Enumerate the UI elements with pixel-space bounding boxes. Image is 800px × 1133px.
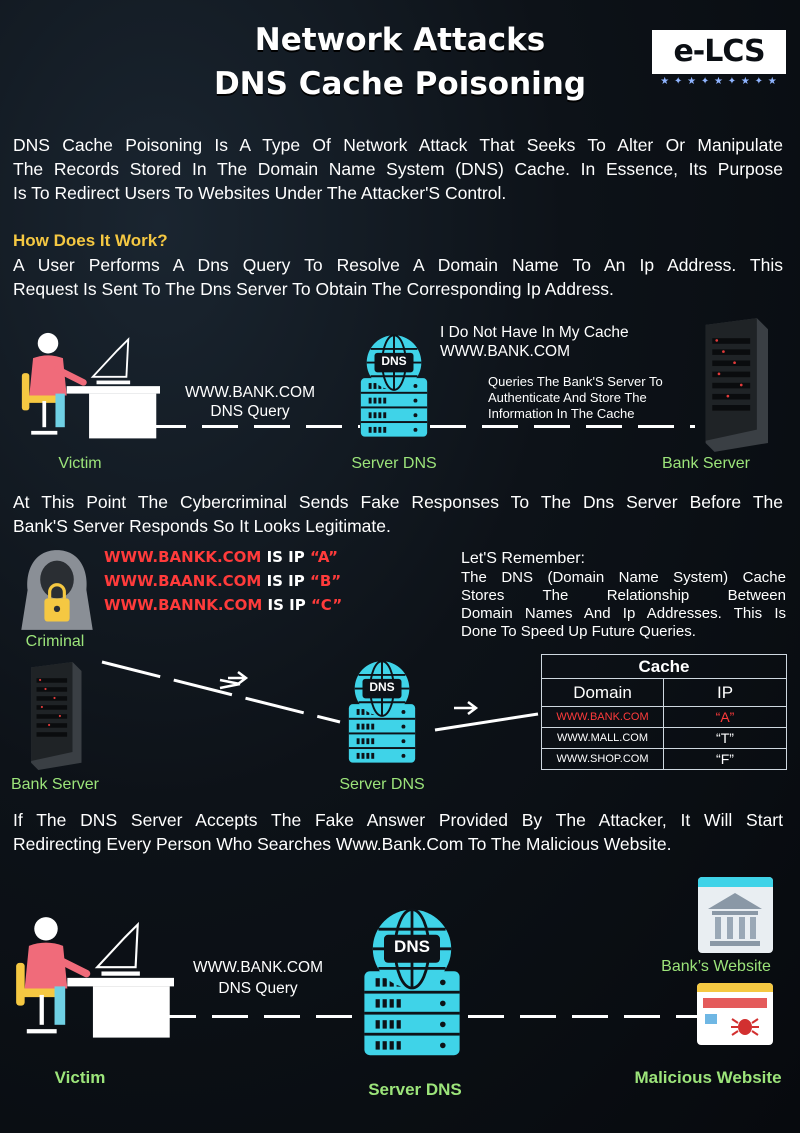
remember-title: Let'S Remember: — [461, 550, 585, 567]
attack-line-1: At This Point The Cybercriminal Sends Fa… — [13, 492, 783, 512]
queries-note-line-3: Information In The Cache — [488, 406, 635, 421]
query-label-type: DNS Query — [218, 980, 298, 997]
cache-cell-ip: “F” — [663, 748, 787, 770]
how-line-2: Request Is Sent To The Dns Server To Obt… — [13, 279, 614, 299]
logo: e-LCS — [652, 30, 786, 74]
attack-flow-lines — [101, 660, 539, 732]
cache-note-line-1: I Do Not Have In My Cache — [440, 324, 629, 341]
dns-server-icon — [343, 656, 421, 766]
connector-line — [430, 425, 695, 428]
bank-website-label: Bank’s Website — [661, 958, 771, 975]
result-line-1: If The DNS Server Accepts The Fake Answe… — [13, 810, 783, 830]
connector-line — [468, 1015, 698, 1018]
cache-table-title: Cache — [541, 654, 787, 679]
intro-line-2: The Records Stored In The Domain Name Sy… — [13, 159, 783, 179]
connector-line — [160, 1015, 360, 1018]
query-label-domain: WWW.BANK.COM — [184, 384, 316, 401]
title-line-1: Network Attacks — [254, 22, 546, 58]
malicious-website-label: Malicious Website — [634, 1068, 782, 1087]
cache-cell-ip: “T” — [663, 727, 787, 749]
victim-icon — [20, 330, 160, 446]
cache-cell-domain: WWW.BANK.COM — [541, 706, 664, 728]
criminal-icon — [15, 548, 99, 632]
fake-response-c: WWW.BANNK.COM IS IP “C” — [104, 596, 343, 614]
remember-line-4: Done To Speed Up Future Queries. — [461, 623, 696, 640]
intro-line-1: DNS Cache Poisoning Is A Type Of Network… — [13, 135, 783, 155]
dns-badge: DNS — [381, 354, 407, 368]
table-row: WWW.SHOP.COM “F” — [541, 748, 787, 770]
connector-line — [150, 425, 360, 428]
malicious-website-icon — [697, 983, 773, 1045]
bank-server-icon — [15, 662, 85, 770]
server-dns-label: Server DNS — [351, 455, 437, 472]
bug-icon — [731, 1018, 759, 1036]
cache-cell-ip: “A” — [663, 706, 787, 728]
cache-col-ip: IP — [663, 678, 787, 707]
cache-table: Cache Domain IP WWW.BANK.COM “A” WWW.MAL… — [541, 654, 787, 770]
dns-server-icon — [355, 330, 433, 440]
server-dns-label: Server DNS — [368, 1080, 462, 1099]
how-line-1: A User Performs A Dns Query To Resolve A… — [13, 255, 783, 275]
query-label-domain: WWW.BANK.COM — [192, 959, 324, 976]
victim-label: Victim — [54, 1068, 106, 1087]
bank-server-label: Bank Server — [10, 776, 100, 793]
how-heading: How Does It Work? — [13, 231, 168, 250]
dns-badge: DNS — [369, 680, 395, 694]
victim-label: Victim — [58, 455, 102, 472]
fake-response-b: WWW.BAANK.COM IS IP “B” — [104, 572, 342, 590]
remember-line-1: The DNS (Domain Name System) Cache — [461, 569, 786, 586]
cache-note-line-2: WWW.BANK.COM — [440, 343, 571, 360]
remember-line-2: Stores The Relationship Between — [461, 587, 786, 604]
criminal-label: Criminal — [25, 633, 85, 650]
remember-line-3: Domain Names And Ip Addresses. This Is — [461, 605, 786, 622]
bank-server-icon — [690, 318, 768, 452]
intro-line-3: Is To Redirect Users To Websites Under T… — [13, 183, 507, 203]
dns-badge: DNS — [394, 937, 430, 956]
cache-cell-domain: WWW.SHOP.COM — [541, 748, 664, 770]
victim-icon — [14, 900, 174, 1060]
table-row: WWW.MALL.COM “T” — [541, 727, 787, 749]
title-line-2: DNS Cache Poisoning — [213, 66, 587, 102]
cache-cell-domain: WWW.MALL.COM — [541, 727, 664, 749]
cache-col-domain: Domain — [541, 678, 664, 707]
queries-note-line-2: Authenticate And Store The — [488, 390, 647, 405]
query-label-type: DNS Query — [210, 403, 290, 420]
bank-server-label: Bank Server — [661, 455, 751, 472]
queries-note-line-1: Queries The Bank'S Server To — [488, 374, 663, 389]
logo-stars-icon: ★ ✦ ★ ✦ ★ ✦ ★ ✦ ★ — [660, 76, 778, 87]
table-row: WWW.BANK.COM “A” — [541, 706, 787, 728]
attack-line-2: Bank'S Server Responds So It Looks Legit… — [13, 516, 391, 536]
server-dns-label: Server DNS — [339, 776, 425, 793]
result-line-2: Redirecting Every Person Who Searches Ww… — [13, 834, 672, 854]
fake-response-a: WWW.BANKK.COM IS IP “A” — [104, 548, 339, 566]
bank-website-icon — [698, 877, 773, 953]
dns-server-icon — [356, 902, 468, 1060]
